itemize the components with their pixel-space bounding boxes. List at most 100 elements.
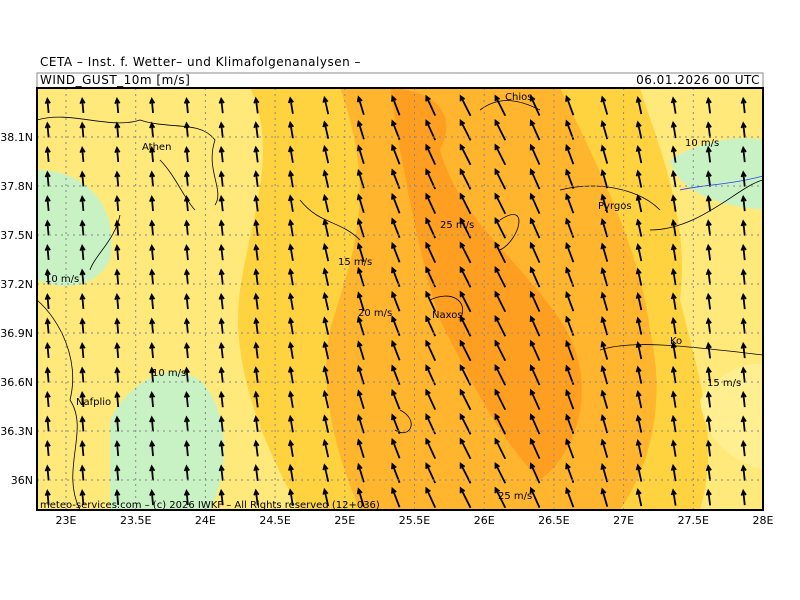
contour-label: 25 m/s — [498, 491, 532, 502]
wind-arrow — [529, 192, 541, 214]
wind-arrow — [670, 341, 677, 359]
wind-arrow — [79, 342, 86, 359]
wind-arrow — [740, 243, 747, 261]
wind-arrow — [287, 316, 295, 335]
wind-arrow — [494, 265, 507, 288]
wind-arrow — [391, 388, 401, 410]
wind-arrow — [670, 365, 677, 384]
wind-arrow — [600, 242, 609, 262]
wind-arrow — [670, 145, 677, 163]
wind-arrow — [425, 192, 437, 214]
wind-arrow — [600, 315, 609, 336]
lat-label: 36.9N — [0, 327, 33, 340]
wind-arrow — [635, 242, 643, 262]
map-frame — [36, 87, 764, 511]
wind-arrow — [114, 317, 121, 334]
wind-arrow — [705, 439, 712, 457]
wind-arrow — [44, 146, 51, 163]
wind-arrow — [565, 339, 575, 361]
wind-arrow — [635, 291, 643, 311]
wind-arrow — [565, 241, 575, 263]
wind-arrow — [459, 118, 472, 141]
wind-arrow — [670, 463, 677, 482]
wind-arrow — [635, 414, 643, 433]
wind-arrow — [670, 96, 677, 114]
wind-arrow — [149, 440, 156, 457]
wind-arrow — [149, 268, 156, 285]
wind-arrow — [529, 388, 541, 410]
wind-arrow — [705, 488, 712, 506]
wind-arrow — [149, 121, 156, 138]
wind-arrow — [529, 413, 541, 435]
footer-credit: meteo-services.com – (c) 2026 IWKF – All… — [40, 500, 380, 511]
wind-arrow — [287, 292, 295, 310]
wind-arrow — [356, 193, 365, 214]
wind-arrow — [705, 121, 712, 138]
contour-label: 20 m/s — [358, 308, 392, 319]
wind-arrow — [356, 413, 365, 434]
wind-arrow — [218, 145, 225, 163]
wind-arrow — [114, 97, 121, 114]
wind-arrow — [114, 219, 121, 236]
wind-arrow — [494, 167, 507, 190]
wind-arrows — [44, 94, 747, 509]
wind-arrow — [322, 267, 330, 286]
wind-arrow — [529, 315, 541, 337]
wind-arrow — [44, 391, 51, 408]
field-10-west — [37, 170, 112, 286]
wind-arrow — [149, 464, 156, 481]
wind-arrow — [425, 388, 437, 410]
wind-arrow — [494, 241, 507, 264]
wind-arrow — [322, 218, 330, 237]
field-name: WIND_GUST_10m [m/s] — [40, 73, 190, 87]
wind-arrow — [183, 341, 190, 359]
wind-arrow — [670, 414, 677, 433]
wind-arrow — [740, 194, 747, 212]
wind-arrow — [322, 291, 330, 311]
wind-arrow — [322, 463, 330, 482]
wind-arrow — [529, 486, 541, 508]
wind-arrow — [565, 143, 575, 165]
wind-arrow — [494, 339, 507, 362]
wind-arrow — [322, 365, 330, 384]
wind-arrow — [183, 268, 190, 285]
lon-label: 26E — [474, 514, 495, 527]
wind-arrow — [322, 414, 330, 433]
wind-arrow — [44, 489, 51, 506]
wind-arrow — [459, 241, 472, 264]
wind-arrow — [287, 194, 295, 212]
wind-arrow — [114, 293, 121, 310]
wind-arrow — [149, 293, 156, 310]
field-25 — [390, 88, 582, 480]
wind-arrow — [356, 217, 365, 238]
lon-label: 25E — [334, 514, 355, 527]
wind-arrow — [44, 317, 51, 334]
wind-arrow — [149, 317, 156, 334]
wind-arrow — [183, 121, 190, 138]
wind-arrow — [218, 439, 225, 457]
wind-arrow — [79, 391, 86, 408]
wind-arrow — [253, 243, 260, 261]
wind-arrow — [287, 414, 295, 433]
wind-arrow — [253, 292, 260, 310]
wind-arrow — [218, 243, 225, 261]
wind-arrow — [425, 94, 437, 116]
wind-arrow — [670, 120, 677, 139]
wind-arrow — [183, 170, 190, 187]
wind-arrow — [114, 195, 121, 212]
wind-arrow — [356, 95, 365, 116]
wind-arrow — [635, 95, 643, 115]
wind-arrow — [356, 340, 365, 361]
wind-arrow — [459, 290, 472, 313]
wind-arrow — [322, 144, 330, 164]
wind-arrow — [218, 317, 225, 334]
wind-arrow — [322, 438, 330, 458]
place-label: Nafplio — [76, 397, 111, 408]
wind-arrow — [459, 339, 472, 362]
wind-arrow — [529, 119, 541, 141]
wind-arrow — [183, 96, 190, 114]
wind-arrow — [635, 193, 643, 213]
wind-arrow — [529, 241, 541, 263]
wind-arrow — [705, 292, 712, 310]
wind-arrow — [529, 364, 541, 386]
